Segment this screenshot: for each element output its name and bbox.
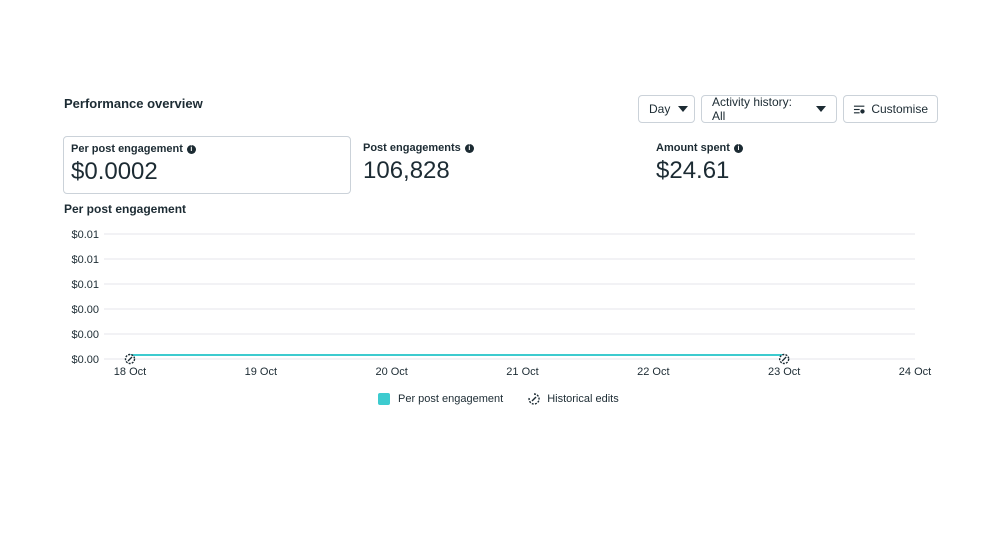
section-title: Performance overview [64, 96, 203, 111]
metric-label: Amount spent [656, 142, 730, 154]
x-tick-label: 21 Oct [506, 366, 538, 378]
customise-label: Customise [871, 102, 928, 116]
activity-history-dropdown[interactable]: Activity history: All [701, 95, 837, 123]
metric-value: $24.61 [656, 157, 730, 184]
day-dropdown[interactable]: Day [638, 95, 695, 123]
metric-value: $0.0002 [71, 158, 158, 185]
chart-legend: Per post engagement Historical edits [378, 392, 619, 406]
y-tick-label: $0.00 [71, 329, 99, 341]
x-tick-label: 18 Oct [114, 366, 146, 378]
legend-item-historical-edits[interactable]: Historical edits [527, 392, 619, 406]
info-icon[interactable]: i [733, 143, 743, 153]
activity-history-label: Activity history: All [712, 95, 793, 123]
legend-edits-label: Historical edits [547, 393, 619, 405]
metric-amount-spent[interactable]: Amount spent i $24.61 [649, 136, 929, 194]
y-tick-label: $0.00 [71, 354, 99, 366]
y-tick-label: $0.01 [71, 254, 99, 266]
caret-down-icon [678, 106, 689, 112]
historical-edit-marker [124, 353, 136, 365]
x-tick-label: 19 Oct [245, 366, 277, 378]
historical-edits-icon [528, 393, 540, 405]
metric-value: 106,828 [363, 157, 450, 184]
x-tick-label: 23 Oct [768, 366, 800, 378]
customise-button[interactable]: Customise [843, 95, 938, 123]
info-icon[interactable]: i [464, 143, 474, 153]
legend-series-label: Per post engagement [398, 393, 504, 405]
metric-post-engagements[interactable]: Post engagements i 106,828 [356, 136, 636, 194]
line-chart: $0.01 $0.01 $0.01 $0.00 $0.00 $0.00 18 Oct 19 O… [71, 229, 931, 378]
info-icon[interactable]: i [186, 144, 196, 154]
historical-edit-marker [778, 353, 790, 365]
caret-down-icon [816, 106, 826, 112]
x-tick-label: 20 Oct [375, 366, 407, 378]
x-tick-label: 24 Oct [899, 366, 931, 378]
y-tick-label: $0.01 [71, 229, 99, 241]
chart-title: Per post engagement [64, 202, 187, 216]
metric-label: Per post engagement [71, 143, 183, 155]
legend-swatch [378, 393, 390, 405]
y-tick-label: $0.01 [71, 279, 99, 291]
metric-label: Post engagements [363, 142, 461, 154]
legend-item-series[interactable]: Per post engagement [378, 393, 503, 405]
metric-per-post-engagement[interactable]: Per post engagement i $0.0002 [63, 136, 351, 194]
sliders-icon [853, 105, 865, 114]
day-dropdown-label: Day [649, 102, 671, 116]
y-tick-label: $0.00 [71, 304, 99, 316]
x-tick-label: 22 Oct [637, 366, 669, 378]
